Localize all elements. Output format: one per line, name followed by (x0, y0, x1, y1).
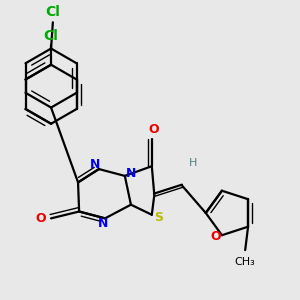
Text: Cl: Cl (45, 5, 60, 20)
Text: O: O (148, 123, 159, 136)
Text: N: N (98, 217, 108, 230)
Text: O: O (210, 230, 221, 244)
Text: CH₃: CH₃ (235, 256, 256, 267)
Text: Cl: Cl (44, 29, 59, 43)
Text: N: N (125, 167, 136, 179)
Text: N: N (90, 158, 101, 171)
Text: O: O (35, 212, 46, 225)
Text: S: S (154, 211, 164, 224)
Text: H: H (189, 158, 197, 168)
